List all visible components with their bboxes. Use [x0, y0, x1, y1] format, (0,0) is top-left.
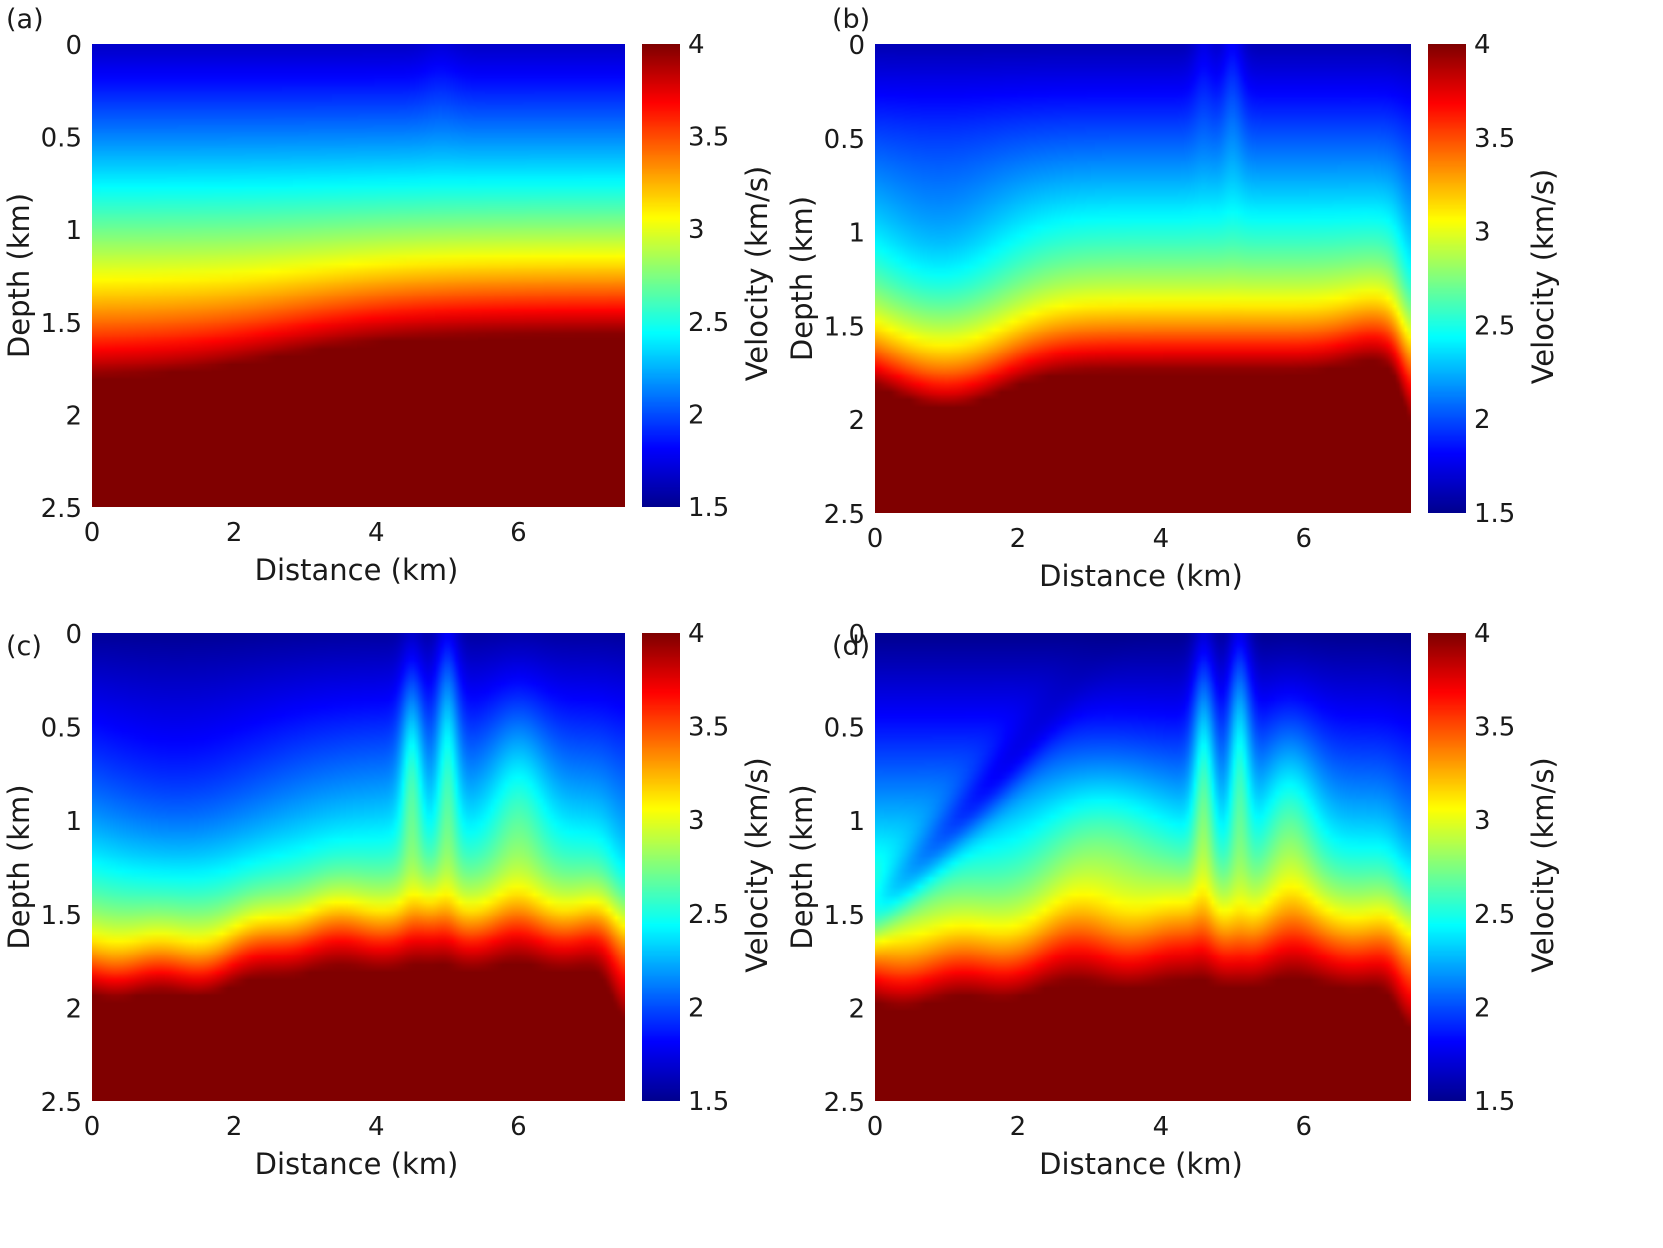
y-tick-label: 1.5 — [41, 901, 82, 931]
y-tick-label: 2.5 — [824, 1088, 865, 1118]
velocity-heatmap — [875, 44, 1411, 513]
y-tick-label: 2 — [848, 406, 865, 436]
colorbar-label: Velocity (km/s) — [1526, 757, 1560, 973]
y-tick-label: 0 — [848, 31, 865, 61]
y-axis-label: Depth (km) — [785, 196, 819, 361]
colorbar-label: Velocity (km/s) — [740, 166, 774, 382]
x-axis-label: Distance (km) — [1039, 1147, 1243, 1181]
y-axis-label: Depth (km) — [2, 784, 36, 949]
x-tick-label: 0 — [84, 1112, 101, 1142]
colorbar-tick-label: 3 — [688, 806, 705, 836]
y-tick-label: 1 — [65, 807, 82, 837]
colorbar-tick-label: 4 — [688, 30, 705, 60]
y-tick-label: 0.5 — [41, 124, 82, 154]
colorbar-tick-label: 3.5 — [688, 123, 729, 153]
colorbar-tick-label: 1.5 — [688, 1087, 729, 1117]
panel-b: (b) 0 2 4 6 0 0.5 1 1.5 2 2.5 Distance (km) Depth (k… — [785, 0, 1660, 624]
x-tick-label: 2 — [226, 1112, 243, 1142]
colorbar-tick-label: 3 — [1474, 218, 1491, 248]
colorbar-tick-label: 4 — [1474, 619, 1491, 649]
colorbar-tick-label: 2.5 — [1474, 900, 1515, 930]
panel-label: (b) — [832, 4, 870, 35]
x-tick-label: 4 — [368, 518, 385, 548]
chart-svg: (a) 0 2 4 6 0 0.5 1 1.5 2 2.5 Distance (km) Depth (k… — [2, 4, 774, 587]
y-tick-label: 0 — [65, 31, 82, 61]
colorbar-tick-label: 2 — [688, 993, 705, 1023]
panel-a: (a) 0 2 4 6 0 0.5 1 1.5 2 2.5 Distance (km) Depth (k… — [0, 0, 830, 624]
colorbar-label: Velocity (km/s) — [1526, 169, 1560, 385]
panel-label: (c) — [6, 631, 42, 662]
colorbar-tick-label: 1.5 — [688, 493, 729, 523]
x-tick-label: 6 — [510, 1112, 527, 1142]
y-tick-label: 0.5 — [41, 714, 82, 744]
y-tick-label: 2.5 — [824, 500, 865, 530]
chart-svg: (c) 0 2 4 6 0 0.5 1 1.5 2 2.5 Distance (km) Depth (k… — [2, 619, 774, 1181]
x-tick-label: 6 — [510, 518, 527, 548]
panel-label: (d) — [832, 631, 870, 662]
colorbar — [1428, 44, 1466, 513]
colorbar-tick-label: 1.5 — [1474, 499, 1515, 529]
x-axis-label: Distance (km) — [255, 553, 459, 587]
colorbar-tick-label: 2.5 — [688, 900, 729, 930]
x-tick-label: 4 — [1153, 524, 1170, 554]
y-axis-label: Depth (km) — [2, 193, 36, 358]
colorbar-tick-label: 2 — [1474, 993, 1491, 1023]
colorbar — [642, 44, 680, 507]
x-axis-label: Distance (km) — [1039, 559, 1243, 593]
y-tick-label: 2 — [848, 994, 865, 1024]
colorbar-tick-label: 3.5 — [688, 713, 729, 743]
x-tick-label: 2 — [1010, 524, 1027, 554]
velocity-heatmap — [92, 44, 625, 507]
colorbar-tick-label: 3.5 — [1474, 124, 1515, 154]
x-tick-label: 2 — [1010, 1112, 1027, 1142]
x-tick-label: 4 — [1153, 1112, 1170, 1142]
colorbar — [1428, 633, 1466, 1101]
x-axis-label: Distance (km) — [255, 1147, 459, 1181]
panel-c: (c) 0 2 4 6 0 0.5 1 1.5 2 2.5 Distance (km) Depth (k… — [0, 619, 830, 1248]
y-tick-label: 1 — [848, 219, 865, 249]
colorbar-tick-label: 3 — [688, 215, 705, 245]
x-tick-label: 2 — [226, 518, 243, 548]
colorbar-tick-label: 4 — [688, 619, 705, 649]
y-tick-label: 2 — [65, 401, 82, 431]
y-tick-label: 0.5 — [824, 714, 865, 744]
x-tick-label: 0 — [84, 518, 101, 548]
y-tick-label: 1.5 — [41, 309, 82, 339]
colorbar-tick-label: 1.5 — [1474, 1087, 1515, 1117]
x-tick-label: 0 — [867, 524, 884, 554]
panel-d: (d) 0 2 4 6 0 0.5 1 1.5 2 2.5 Distance (km) Depth (k… — [785, 619, 1660, 1248]
x-tick-label: 6 — [1296, 1112, 1313, 1142]
velocity-heatmap — [92, 633, 625, 1101]
panel-label: (a) — [6, 4, 44, 35]
y-tick-label: 0 — [65, 620, 82, 650]
colorbar-tick-label: 3 — [1474, 806, 1491, 836]
y-tick-label: 2 — [65, 994, 82, 1024]
colorbar-tick-label: 2 — [1474, 405, 1491, 435]
y-tick-label: 1 — [848, 807, 865, 837]
y-tick-label: 1.5 — [824, 901, 865, 931]
x-tick-label: 6 — [1296, 524, 1313, 554]
colorbar-tick-label: 3.5 — [1474, 713, 1515, 743]
y-tick-label: 0 — [848, 620, 865, 650]
colorbar-tick-label: 2 — [688, 400, 705, 430]
colorbar-tick-label: 2.5 — [688, 308, 729, 338]
colorbar-label: Velocity (km/s) — [740, 757, 774, 973]
colorbar — [642, 633, 680, 1101]
colorbar-tick-label: 4 — [1474, 30, 1491, 60]
colorbar-tick-label: 2.5 — [1474, 311, 1515, 341]
x-tick-label: 0 — [867, 1112, 884, 1142]
y-tick-label: 0.5 — [824, 125, 865, 155]
x-tick-label: 4 — [368, 1112, 385, 1142]
y-tick-label: 1 — [65, 216, 82, 246]
velocity-heatmap — [875, 633, 1411, 1101]
y-tick-label: 2.5 — [41, 494, 82, 524]
y-tick-label: 2.5 — [41, 1088, 82, 1118]
y-tick-label: 1.5 — [824, 312, 865, 342]
y-axis-label: Depth (km) — [785, 784, 819, 949]
